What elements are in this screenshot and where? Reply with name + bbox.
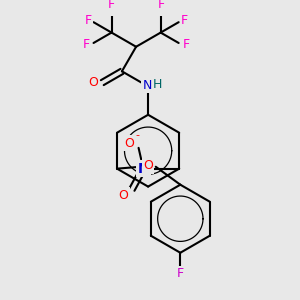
Text: F: F <box>108 0 115 11</box>
Text: F: F <box>177 267 184 280</box>
Text: -: - <box>136 130 140 140</box>
Text: F: F <box>82 38 89 51</box>
Text: F: F <box>183 38 190 51</box>
Text: O: O <box>124 136 134 150</box>
Text: N: N <box>137 162 149 176</box>
Text: F: F <box>181 14 188 27</box>
Text: O: O <box>88 76 98 89</box>
Text: O: O <box>118 189 128 202</box>
Text: O: O <box>143 159 153 172</box>
Text: F: F <box>158 0 165 11</box>
Text: +: + <box>145 157 153 167</box>
Text: H: H <box>153 78 162 91</box>
Text: F: F <box>84 14 92 27</box>
Text: N: N <box>142 79 152 92</box>
